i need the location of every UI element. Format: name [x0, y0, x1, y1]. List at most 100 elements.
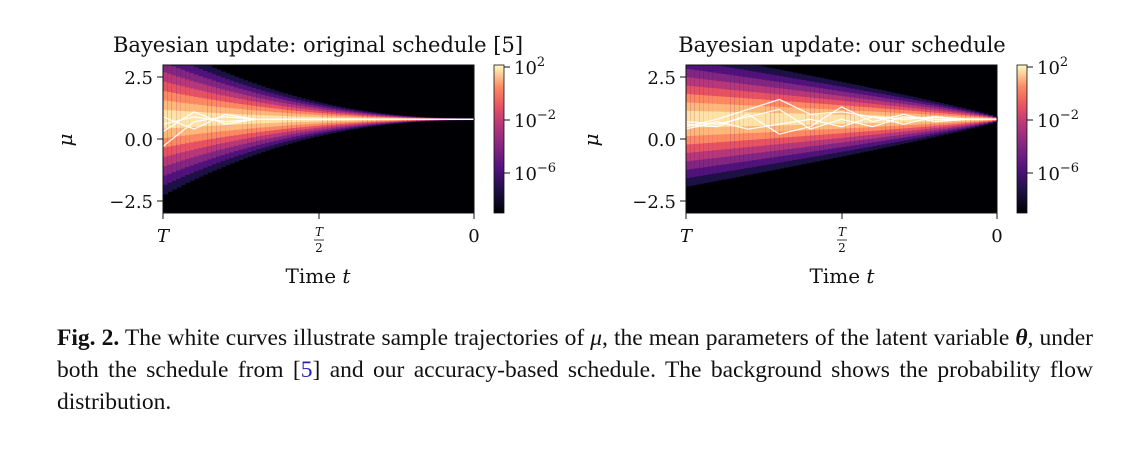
- caption-math-theta: θ: [1015, 325, 1028, 351]
- heatmap-plot-area: [685, 64, 998, 214]
- density-band: [868, 115, 874, 124]
- y-axis: 2.5 0.0 −2.5 μ: [579, 68, 686, 213]
- density-band: [917, 116, 923, 122]
- caption-math-mu: μ: [590, 325, 603, 351]
- density-band: [828, 114, 834, 125]
- density-band: [163, 109, 169, 129]
- figure-caption: Fig. 2. The white curves illustrate samp…: [57, 322, 1093, 418]
- caption-text: , the mean parameters of the latent vari…: [602, 325, 1016, 351]
- panel-original-schedule: Bayesian update: original schedule [5] 2…: [53, 33, 556, 288]
- trajectory-group: [162, 111, 474, 147]
- x-axis: T T 2 0 Time t: [680, 213, 1003, 288]
- density-band: [699, 111, 705, 128]
- density-band: [890, 115, 896, 123]
- figure: Bayesian update: original schedule [5] 2…: [53, 33, 1079, 288]
- x-tick-label-T: T: [157, 226, 171, 247]
- y-tick-label: −2.5: [632, 192, 676, 213]
- density-band: [845, 114, 851, 124]
- density-band: [743, 112, 749, 127]
- density-band: [189, 111, 195, 127]
- panel-title: Bayesian update: original schedule [5]: [113, 33, 523, 57]
- y-tick-label: −2.5: [109, 192, 153, 213]
- density-band: [854, 114, 860, 124]
- density-band: [238, 114, 244, 125]
- caption-text: ] and our accuracy-based schedule. The b…: [57, 357, 1093, 415]
- density-band: [225, 113, 231, 126]
- density-band: [198, 112, 204, 127]
- colorbar-tick-label: 10−2: [1037, 108, 1079, 132]
- x-tick-label-half: T 2: [837, 225, 847, 255]
- density-band: [779, 113, 785, 126]
- density-band: [229, 113, 235, 125]
- density-band: [708, 111, 714, 128]
- density-band: [216, 113, 222, 126]
- y-axis-label: μ: [579, 134, 603, 147]
- trajectory-line: [685, 116, 997, 130]
- density-band: [725, 111, 732, 127]
- density-band: [770, 112, 776, 126]
- y-tick-label: 0.0: [124, 130, 153, 151]
- density-band: [717, 111, 723, 127]
- colorbar: 102 10−2 10−6: [493, 55, 556, 214]
- x-tick-label-T: T: [680, 226, 694, 247]
- colorbar-tick-label: 10−6: [514, 161, 556, 185]
- y-tick-label: 0.0: [647, 130, 676, 151]
- colorbar-tick-label: 102: [514, 55, 545, 79]
- density-band: [872, 115, 878, 124]
- svg-text:2: 2: [838, 241, 846, 255]
- density-band: [761, 112, 767, 126]
- heatmap-plot-area: [162, 64, 475, 214]
- trajectory-line: [162, 116, 474, 125]
- y-tick-label: 2.5: [124, 68, 153, 89]
- density-band: [185, 111, 191, 128]
- trajectory-line: [685, 106, 997, 135]
- x-axis-label: Time t: [286, 264, 352, 288]
- x-tick-label-zero: 0: [991, 226, 1002, 247]
- density-band: [912, 116, 918, 123]
- density-band: [234, 113, 240, 125]
- density-band: [194, 111, 200, 127]
- trajectory-line: [685, 108, 997, 130]
- colorbar-tick-label: 10−6: [1037, 161, 1079, 185]
- panel-title: Bayesian update: our schedule: [678, 33, 1006, 57]
- colorbar-gradient: [493, 64, 505, 214]
- density-band: [703, 111, 709, 128]
- svg-text:T: T: [838, 225, 847, 239]
- density-band: [171, 110, 177, 129]
- density-band: [748, 112, 754, 127]
- y-axis: 2.5 0.0 −2.5 μ: [53, 68, 163, 213]
- x-axis-label: Time t: [810, 264, 876, 288]
- density-band: [823, 114, 829, 125]
- density-band: [783, 113, 789, 126]
- colorbar: 102 10−2 10−6: [1016, 55, 1079, 214]
- caption-text: The white curves illustrate sample traje…: [119, 325, 591, 351]
- density-band: [730, 111, 736, 127]
- density-band: [757, 112, 763, 126]
- x-axis: T T 2 0 Time t: [157, 213, 480, 288]
- citation-link[interactable]: 5: [300, 357, 313, 383]
- density-band: [176, 110, 182, 128]
- density-band: [220, 113, 226, 126]
- density-band: [694, 111, 700, 128]
- density-band: [721, 111, 727, 127]
- density-band: [797, 113, 803, 125]
- x-tick-label-zero: 0: [468, 226, 479, 247]
- svg-text:2: 2: [315, 241, 323, 255]
- y-axis-label: μ: [53, 134, 77, 147]
- density-band: [686, 110, 692, 128]
- caption-text: , under both the schedule from [: [57, 325, 1094, 383]
- colorbar-tick-label: 102: [1037, 55, 1068, 79]
- density-band: [690, 110, 696, 128]
- y-tick-label: 2.5: [647, 68, 676, 89]
- density-band: [801, 113, 807, 125]
- svg-text:T: T: [315, 225, 324, 239]
- density-band: [885, 115, 891, 123]
- density-band: [859, 115, 865, 124]
- density-band: [850, 114, 856, 124]
- density-band: [877, 115, 883, 123]
- density-band: [739, 112, 745, 127]
- x-tick-label-half: T 2: [314, 225, 324, 255]
- caption-label: Fig. 2.: [57, 325, 120, 351]
- colorbar-gradient: [1016, 64, 1028, 214]
- density-band: [774, 113, 780, 126]
